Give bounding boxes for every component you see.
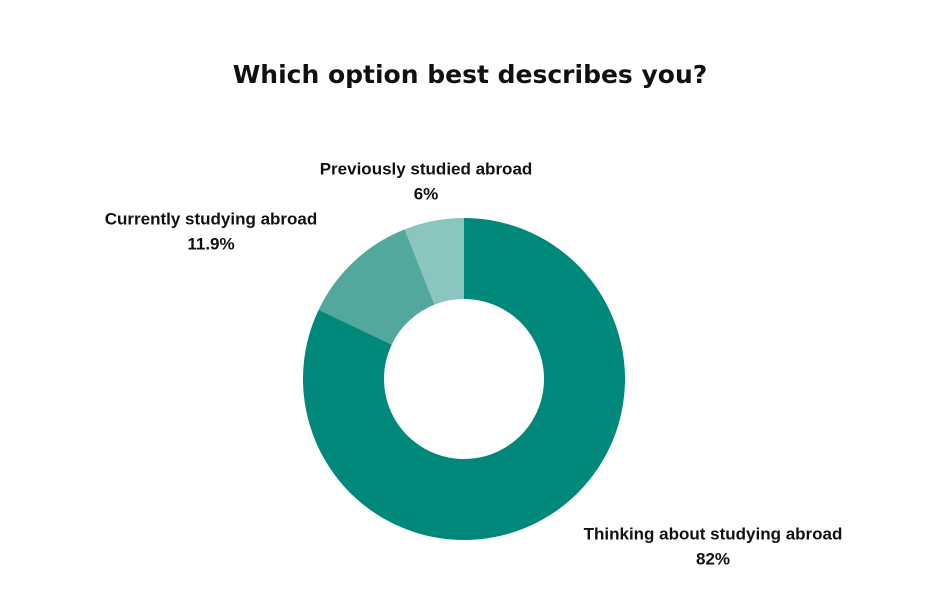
slice-label: Previously studied abroad xyxy=(320,159,533,178)
chart-title: Which option best describes you? xyxy=(233,60,708,89)
slice-value-label: 82% xyxy=(696,549,730,568)
slice-value-label: 6% xyxy=(414,184,439,203)
donut-slice xyxy=(404,218,464,305)
slice-label: Thinking about studying abroad xyxy=(584,524,843,543)
donut-slice xyxy=(303,218,625,540)
slice-value-label: 11.9% xyxy=(187,234,234,253)
slice-label: Currently studying abroad xyxy=(105,209,318,228)
donut-slice xyxy=(318,229,435,345)
